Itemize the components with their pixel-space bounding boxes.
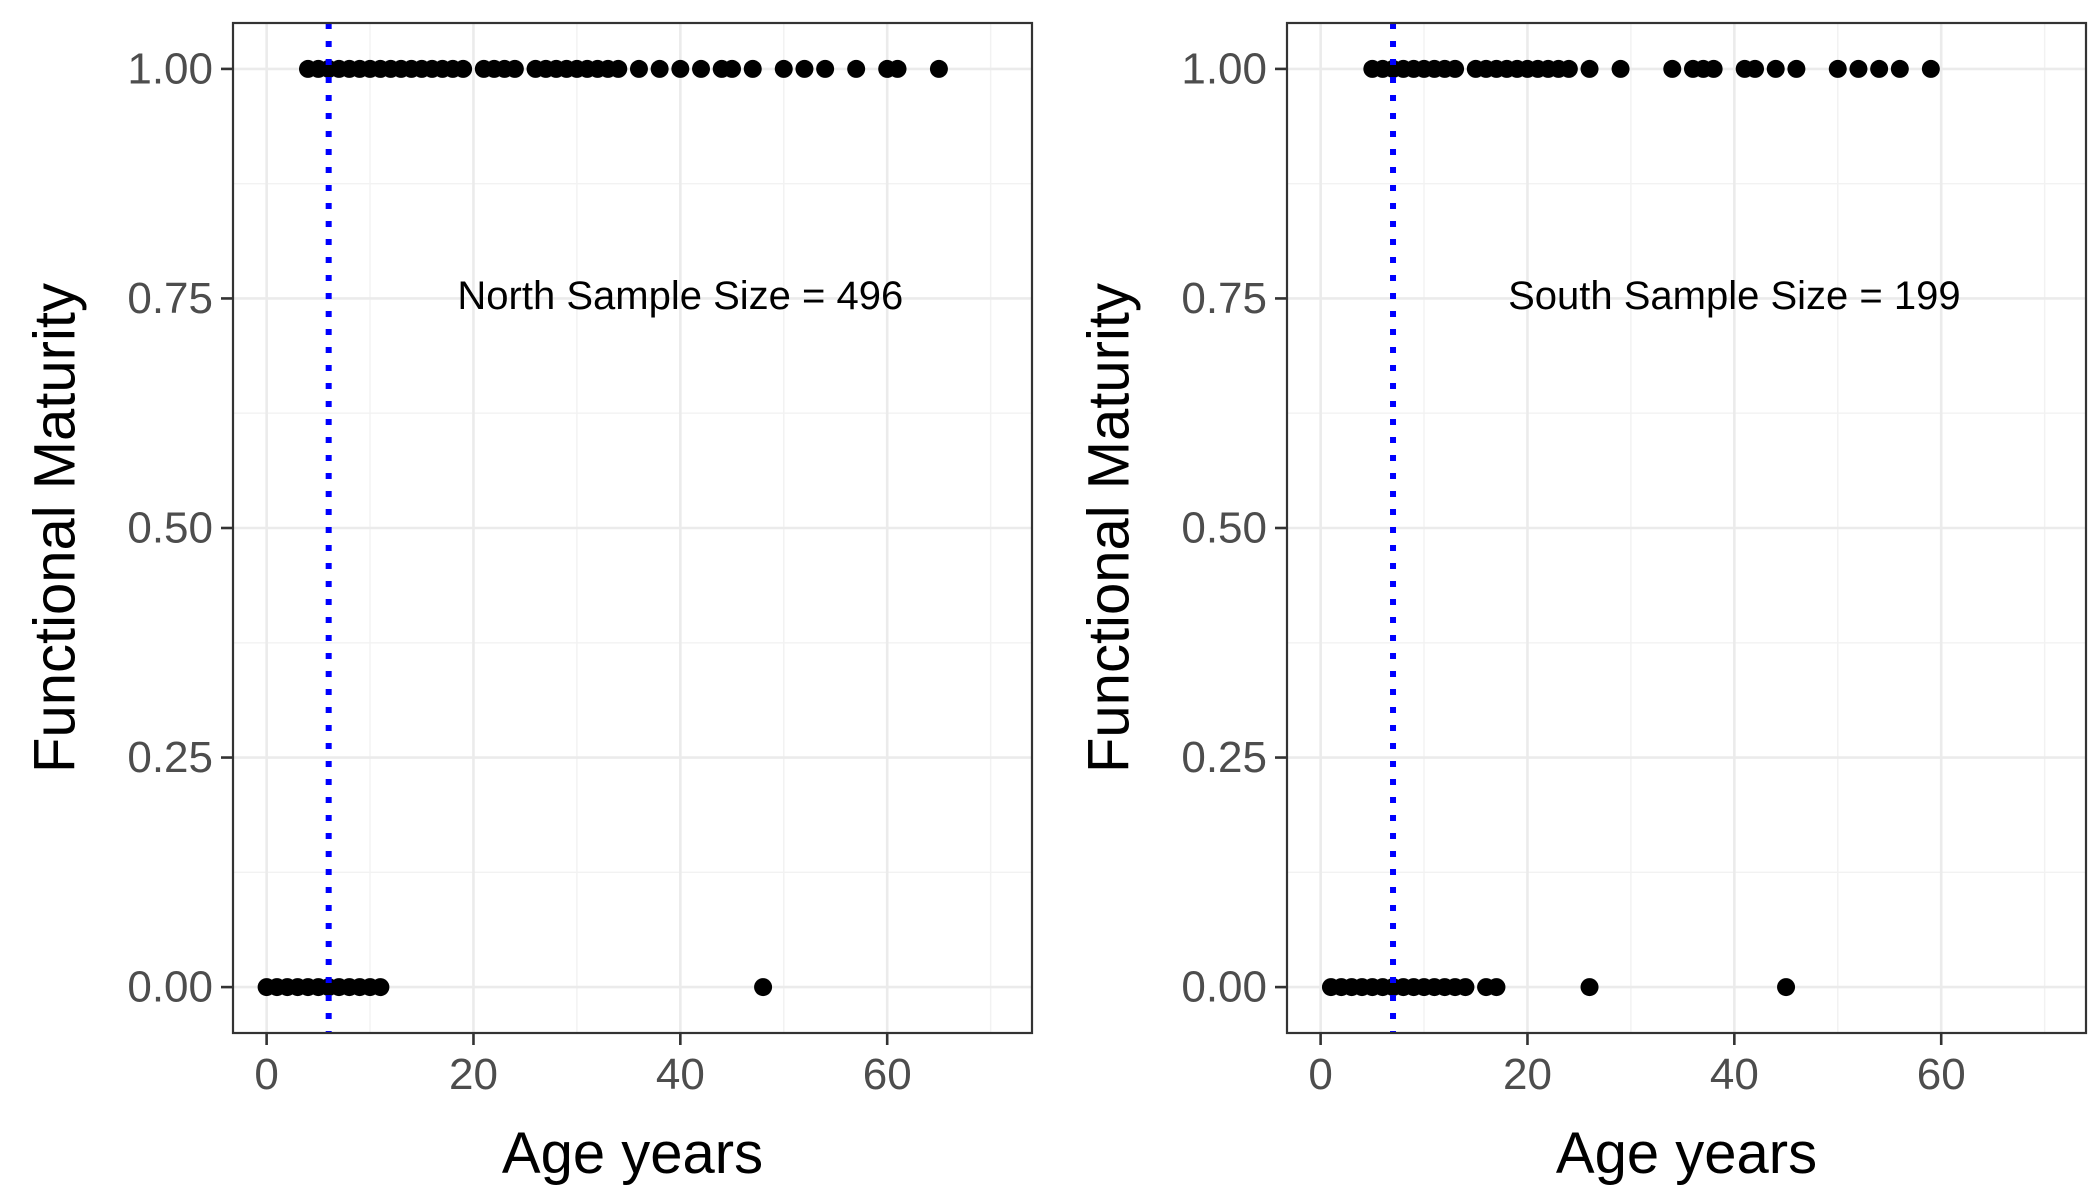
south-data-point <box>1787 59 1806 78</box>
south-data-point <box>1559 59 1578 78</box>
north-data-point <box>888 59 907 78</box>
south-y-axis-title: Functional Maturity <box>1077 283 1142 773</box>
south-x-tick-label: 60 <box>1917 1050 1966 1099</box>
south-data-point <box>1704 59 1723 78</box>
south-data-point <box>1921 59 1940 78</box>
south-y-tick-label: 0.25 <box>1181 733 1267 782</box>
south-data-point <box>1663 59 1682 78</box>
south-data-point <box>1456 978 1475 997</box>
north-data-point <box>774 59 793 78</box>
south-data-point <box>1777 978 1796 997</box>
south-data-point <box>1870 59 1889 78</box>
north-y-tick-label: 0.50 <box>127 504 213 553</box>
north-data-point <box>754 978 773 997</box>
south-data-point <box>1766 59 1785 78</box>
south-x-axis-title: Age years <box>1556 1121 1817 1186</box>
south-data-point <box>1746 59 1765 78</box>
north-data-point <box>505 59 524 78</box>
north-data-point <box>671 59 690 78</box>
north-data-point <box>847 59 866 78</box>
south-data-point <box>1828 59 1847 78</box>
north-y-tick-label: 0.75 <box>127 274 213 323</box>
south-x-tick-label: 20 <box>1503 1050 1552 1099</box>
north-data-point <box>692 59 711 78</box>
south-sample-size-annotation: South Sample Size = 199 <box>1508 274 1961 318</box>
north-panel: North Sample Size = 496 0 20 40 60 0.00 0.25 0.… <box>23 21 1034 1186</box>
south-data-point <box>1849 59 1868 78</box>
north-x-axis-title: Age years <box>502 1121 763 1186</box>
south-data-point <box>1890 59 1909 78</box>
south-data-point <box>1580 978 1599 997</box>
south-data-point <box>1487 978 1506 997</box>
north-data-point <box>629 59 648 78</box>
south-data-point <box>1611 59 1630 78</box>
south-x-tick-label: 40 <box>1710 1050 1759 1099</box>
north-y-axis-title: Functional Maturity <box>23 283 88 773</box>
north-y-tick-label: 0.25 <box>127 733 213 782</box>
north-data-point <box>609 59 628 78</box>
north-data-point <box>795 59 814 78</box>
south-y-tick-label: 1.00 <box>1181 44 1267 93</box>
north-x-tick-label: 0 <box>254 1050 278 1099</box>
north-data-point <box>816 59 835 78</box>
north-x-tick-label: 40 <box>656 1050 705 1099</box>
south-y-tick-label: 0.00 <box>1181 963 1267 1012</box>
north-sample-size-annotation: North Sample Size = 496 <box>457 274 903 318</box>
south-x-tick-label: 0 <box>1308 1050 1332 1099</box>
north-x-tick-label: 60 <box>863 1050 912 1099</box>
north-x-tick-label: 20 <box>449 1050 498 1099</box>
north-data-point <box>650 59 669 78</box>
north-y-tick-label: 1.00 <box>127 44 213 93</box>
south-y-tick-label: 0.75 <box>1181 274 1267 323</box>
north-y-tick-label: 0.00 <box>127 963 213 1012</box>
north-data-point <box>454 59 473 78</box>
south-y-tick-label: 0.50 <box>1181 504 1267 553</box>
south-panel: South Sample Size = 199 0 20 40 60 0.00 0.25 0.… <box>1077 21 2088 1186</box>
north-data-point <box>743 59 762 78</box>
north-data-point <box>371 978 390 997</box>
south-data-point <box>1580 59 1599 78</box>
north-data-point <box>723 59 742 78</box>
south-data-point <box>1446 59 1465 78</box>
north-data-point <box>929 59 948 78</box>
